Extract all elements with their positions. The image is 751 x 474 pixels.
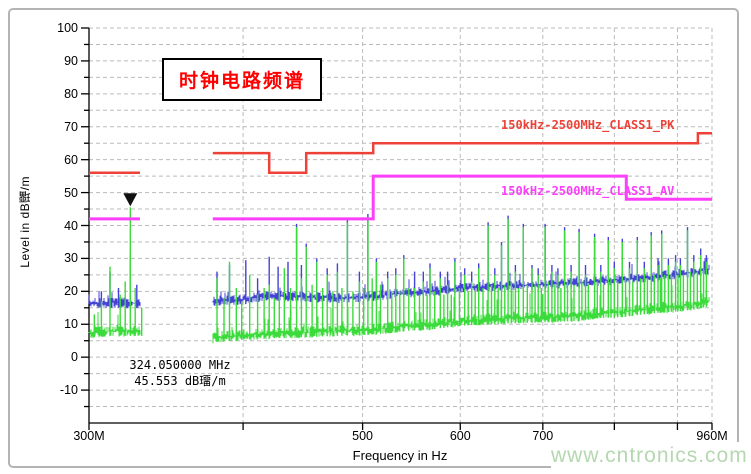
marker-frequency-value: 324.050000 MHz	[129, 358, 231, 372]
y-tick-label: 30	[64, 251, 78, 266]
peak-trace	[88, 258, 710, 309]
y-tick-label: 40	[64, 218, 78, 233]
x-tick-label: 700	[532, 429, 554, 443]
x-axis-title: Frequency in Hz	[352, 448, 448, 463]
y-tick-label: -10	[59, 383, 78, 398]
chart-title-box[interactable]: 时钟电路频谱	[162, 58, 322, 101]
y-tick-label: 60	[64, 152, 78, 167]
limit-label-class1-av: 150kHz-2500MHz_CLASS1_AV	[501, 184, 675, 198]
y-tick-label: 80	[64, 86, 78, 101]
limit-line-pk	[212, 132, 712, 175]
y-tick-label: 100	[57, 21, 78, 35]
x-tick-label: 600	[449, 429, 471, 443]
limit-line-av	[212, 174, 712, 221]
y-tick-label: 0	[71, 350, 78, 365]
x-tick-label: 500	[352, 429, 374, 443]
average-trace-spikes	[93, 207, 708, 342]
limit-label-class1-pk: 150kHz-2500MHz_CLASS1_PK	[501, 118, 675, 132]
y-tick-label: 50	[64, 185, 78, 200]
marker-level-value: 45.553 dB璢/m	[134, 374, 226, 388]
x-tick-label: 960M	[696, 429, 728, 443]
y-tick-label: 90	[64, 53, 78, 68]
watermark: www.cntronics.com	[551, 442, 747, 470]
y-axis-title: Level in dB璢/m	[18, 176, 32, 268]
x-tick-label: 300M	[73, 429, 105, 443]
y-tick-label: 10	[64, 317, 78, 332]
marker-triangle-icon[interactable]	[123, 193, 138, 207]
chart-title-text: 时钟电路频谱	[178, 70, 305, 92]
y-tick-label: 70	[64, 119, 78, 134]
marker-readout: 324.050000 MHz 45.553 dB璢/m	[108, 357, 252, 389]
y-tick-label: 20	[64, 284, 78, 299]
